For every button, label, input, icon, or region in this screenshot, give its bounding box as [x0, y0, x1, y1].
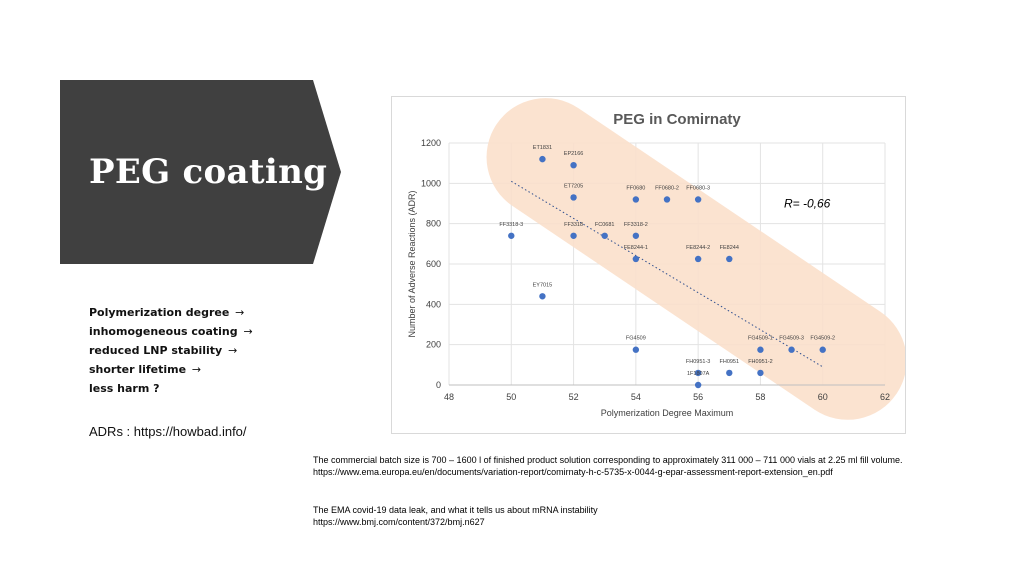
point-label: FF3318-2: [624, 222, 648, 228]
data-point: [694, 381, 702, 389]
data-point: [757, 369, 764, 377]
point-label: 1F1807A: [687, 371, 710, 377]
y-tick-label: 600: [426, 259, 441, 269]
point-label: FF0680: [626, 185, 645, 191]
data-point: [694, 196, 702, 203]
y-axis-label: Number of Adverse Reactions (ADR): [407, 190, 417, 337]
data-point: [726, 255, 733, 263]
footnote-1-text: The commercial batch size is 700 – 1600 …: [313, 455, 903, 465]
title-banner: [60, 80, 341, 264]
x-tick-label: 50: [506, 392, 516, 402]
point-label: FG4509: [626, 336, 646, 342]
slide-title: PEG coating: [89, 152, 328, 192]
data-point: [726, 369, 733, 377]
point-label: FC0681: [595, 222, 615, 228]
point-label: FG4509-3: [779, 336, 804, 342]
data-point: [819, 346, 826, 353]
bullet-item: Polymerization degree →: [89, 306, 245, 319]
chart-svg: PEG in Comirnaty 0 200 400 600 800 1000 1200 48 5…: [407, 98, 905, 420]
footnote-1-url[interactable]: https://www.ema.europa.eu/en/documents/v…: [313, 467, 833, 477]
arrow-icon: →: [191, 363, 202, 376]
data-point: [570, 161, 577, 169]
footnote-2-url[interactable]: https://www.bmj.com/content/372/bmj.n627: [313, 517, 485, 527]
data-point: [694, 255, 702, 263]
point-label: FF0680-2: [655, 185, 679, 191]
point-label: EY7015: [533, 282, 553, 288]
y-tick-label: 400: [426, 299, 441, 309]
arrow-icon: →: [235, 306, 245, 319]
point-label: FH0951-3: [686, 359, 710, 365]
scatter-chart: PEG in Comirnaty 0 200 400 600 800 1000 1200 48 5…: [391, 96, 906, 434]
point-label: FE8244-2: [686, 245, 710, 251]
x-tick-label: 62: [880, 392, 890, 402]
data-point: [632, 346, 640, 353]
point-label: EP2166: [564, 151, 584, 157]
point-label: FF3318: [564, 222, 583, 228]
bullet-item: shorter lifetime →: [89, 363, 202, 376]
data-point: [539, 293, 546, 300]
y-tick-label: 800: [426, 219, 441, 229]
point-label: FF0680-3: [686, 185, 710, 191]
point-label: ET7205: [564, 183, 583, 189]
data-point: [694, 369, 702, 377]
data-point: [601, 232, 608, 239]
point-label: FH0951: [719, 359, 739, 365]
point-label: FF3318-3: [499, 222, 523, 228]
arrow-icon: →: [228, 344, 238, 357]
bullet-list: Polymerization degree → inhomogeneous co…: [89, 303, 253, 398]
chart-title: PEG in Comirnaty: [613, 111, 741, 128]
x-axis-label: Polymerization Degree Maximum: [601, 408, 734, 418]
footnotes: The commercial batch size is 700 – 1600 …: [313, 454, 903, 528]
data-point: [570, 194, 577, 201]
y-tick-label: 200: [426, 340, 441, 350]
bullet-item: less harm ?: [89, 382, 160, 395]
x-tick-label: 54: [631, 392, 641, 402]
correlation-annotation: R= -0,66: [784, 197, 831, 211]
data-point: [757, 346, 764, 353]
bullet-item: inhomogeneous coating →: [89, 325, 253, 338]
x-tick-label: 56: [693, 392, 703, 402]
data-point: [632, 232, 640, 239]
point-label: FG4509-2: [810, 336, 835, 342]
data-point: [508, 232, 515, 239]
arrow-icon: →: [243, 325, 253, 338]
point-label: FG4509-1: [748, 336, 773, 342]
point-label: FE8244-1: [624, 245, 648, 251]
data-point: [632, 255, 640, 263]
x-tick-label: 48: [444, 392, 454, 402]
y-tick-label: 1000: [421, 178, 441, 188]
footnote-2-text: The EMA covid-19 data leak, and what it …: [313, 505, 598, 515]
y-tick-label: 0: [436, 380, 441, 390]
trendline: [511, 180, 823, 368]
adrs-link[interactable]: ADRs : https://howbad.info/: [89, 424, 247, 439]
data-point: [570, 232, 577, 239]
point-label: FE8244: [720, 245, 739, 251]
point-label: ET1831: [533, 145, 552, 151]
data-point: [632, 196, 640, 203]
point-label: FH0951-2: [748, 359, 772, 365]
data-point: [663, 196, 671, 203]
x-tick-label: 60: [818, 392, 828, 402]
x-tick-label: 58: [755, 392, 765, 402]
data-point: [539, 155, 546, 163]
y-tick-label: 1200: [421, 138, 441, 148]
x-tick-label: 52: [569, 392, 579, 402]
data-point: [788, 346, 795, 353]
bullet-item: reduced LNP stability →: [89, 344, 238, 357]
